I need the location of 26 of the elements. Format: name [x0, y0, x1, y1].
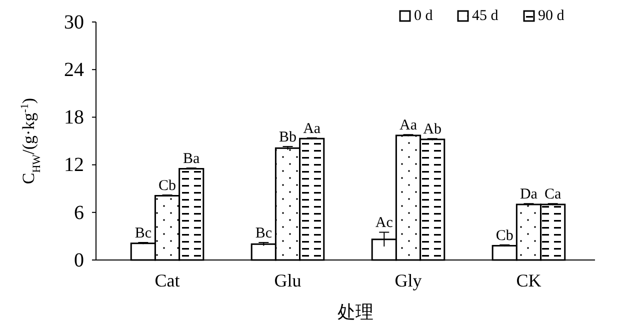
legend-label: 90 d [538, 8, 565, 24]
legend-label: 0 d [414, 8, 434, 24]
data-label: Ac [375, 215, 394, 232]
data-label: Cb [158, 178, 176, 194]
data-label: Ca [544, 186, 562, 203]
data-label: Ba [183, 150, 200, 167]
legend-label: 45 d [472, 8, 499, 24]
data-label: Bc [134, 226, 152, 242]
x-axis-title: 处理 [338, 302, 374, 323]
x-tick-label: CK [516, 270, 542, 290]
y-tick-label: 24 [64, 59, 84, 81]
y-tick-label: 18 [64, 106, 84, 129]
data-label: Cb [496, 228, 514, 244]
data-label: Ab [423, 122, 442, 138]
x-tick-label: Cat [154, 270, 180, 290]
data-label: Bc [255, 226, 272, 242]
data-label: Aa [303, 120, 321, 137]
y-tick-label: 6 [74, 202, 84, 224]
x-tick-label: Glu [274, 270, 302, 290]
data-label: Aa [399, 118, 418, 134]
data-label: Bb [279, 130, 297, 146]
x-tick-label: Gly [394, 270, 422, 290]
y-tick-label: 30 [64, 11, 84, 34]
y-tick-label: 12 [64, 154, 84, 176]
y-tick-label: 0 [74, 249, 84, 272]
data-label: Da [520, 186, 538, 203]
